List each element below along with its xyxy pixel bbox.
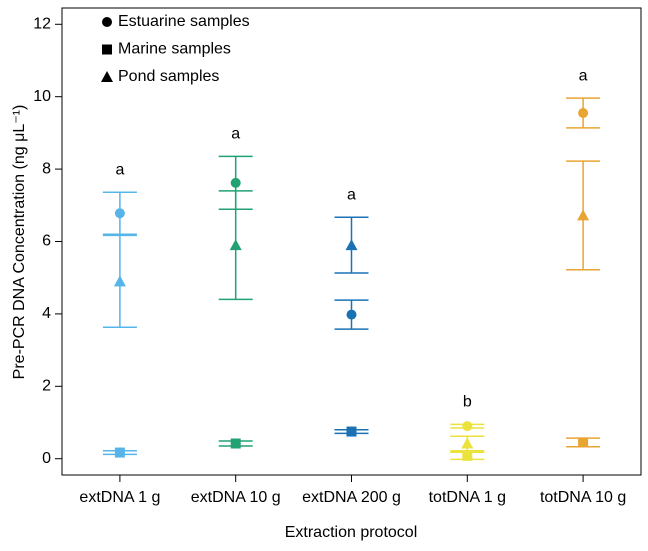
y-axis-label: Pre-PCR DNA Concentration (ng μL⁻¹) [11,105,28,380]
legend-marker [102,44,112,55]
y-tick-label: 8 [42,160,51,177]
point [114,208,125,219]
x-tick-label: extDNA 200 g [302,489,401,506]
y-tick-label: 12 [33,16,51,33]
legend-label: Pond samples [118,68,219,85]
x-axis-label: Extraction protocol [285,524,418,541]
legend-marker [101,71,113,82]
legend-label: Estuarine samples [118,13,250,30]
x-tick-label: totDNA 10 g [540,489,626,506]
point [461,437,474,449]
y-tick-label: 10 [33,88,51,105]
legend-label: Marine samples [118,41,231,58]
y-tick-label: 4 [42,305,51,322]
point [577,209,590,221]
y-tick-label: 2 [42,378,51,395]
significance-letter: a [115,161,124,178]
point [462,450,473,461]
x-tick-label: extDNA 10 g [191,489,281,506]
y-tick-label: 0 [42,450,51,467]
point [230,438,241,449]
significance-letter: a [231,126,240,143]
point [230,177,241,188]
significance-letter: a [579,67,588,84]
significance-letter: b [463,394,472,411]
significance-letter: a [347,186,356,203]
point [113,275,126,287]
point [578,107,589,118]
point [229,239,242,251]
point [346,426,357,437]
point [462,421,473,432]
y-tick-label: 6 [42,233,51,250]
legend-marker [102,17,112,27]
point [345,239,358,251]
x-tick-label: extDNA 1 g [79,489,160,506]
x-tick-label: totDNA 1 g [429,489,506,506]
point [346,309,357,320]
point [114,447,125,458]
point [578,437,589,448]
